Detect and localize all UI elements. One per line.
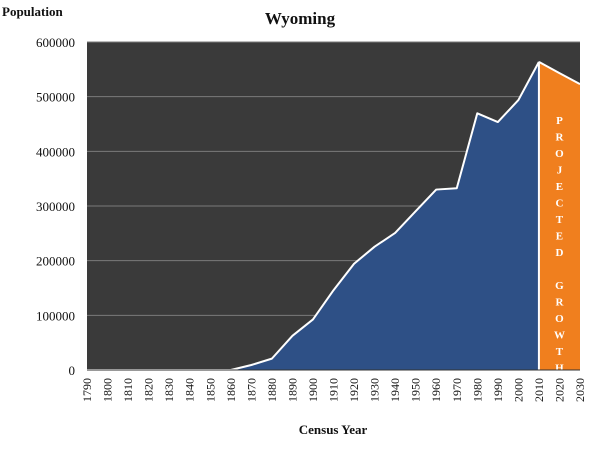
projection-annotation-letter: W (554, 330, 565, 342)
projection-annotation-letter: C (555, 198, 563, 210)
projection-annotation-letter: T (556, 346, 564, 358)
projection-annotation-letter: O (555, 313, 564, 325)
x-tick-label: 1940 (388, 378, 402, 402)
x-tick-label: 1850 (203, 378, 217, 402)
projection-annotation-letter: G (555, 280, 564, 292)
x-tick-label: 2030 (573, 378, 587, 402)
projected-line (538, 61, 581, 85)
y-tick-label: 100000 (36, 308, 75, 323)
historical-area (87, 61, 539, 370)
x-tick-label: 1930 (368, 378, 382, 402)
y-tick-label: 300000 (36, 199, 75, 214)
x-tick-label: 1920 (347, 378, 361, 402)
projection-annotation-letter: H (555, 363, 564, 375)
projection-annotation-letter: O (555, 148, 564, 160)
x-tick-label: 1810 (121, 378, 135, 402)
x-tick-label: 1960 (429, 378, 443, 402)
x-tick-label: 1990 (491, 378, 505, 402)
x-tick-label: 2010 (532, 378, 546, 402)
projection-annotation-letter: R (555, 132, 564, 144)
x-tick-label: 1970 (450, 378, 464, 402)
projection-annotation-letter: E (556, 231, 563, 243)
x-tick-label: 2000 (511, 378, 525, 402)
y-tick-label: 200000 (36, 254, 75, 269)
x-tick-label: 1860 (224, 378, 238, 402)
projection-annotation-letter: E (556, 181, 563, 193)
chart-title: Wyoming (265, 9, 336, 28)
x-tick-label: 1910 (327, 378, 341, 402)
projection-annotation-letter: D (555, 247, 563, 259)
y-tick-label: 400000 (36, 144, 75, 159)
x-tick-label: 1880 (265, 378, 279, 402)
projected-area (538, 61, 580, 370)
y-tick-label: 0 (69, 363, 76, 378)
projection-annotation-letter: P (556, 115, 563, 127)
x-tick-label: 1890 (285, 378, 299, 402)
x-tick-label: 1830 (162, 378, 176, 402)
y-tick-label: 500000 (36, 90, 75, 105)
x-tick-label: 1900 (306, 378, 320, 402)
x-tick-label: 2020 (552, 378, 566, 402)
x-tick-label: 1950 (409, 378, 423, 402)
projection-annotation-letter: R (555, 297, 564, 309)
x-axis-label: Census Year (299, 422, 368, 437)
y-axis-label: Population (2, 4, 63, 19)
x-tick-label: 1820 (142, 378, 156, 402)
x-tick-label: 1870 (244, 378, 258, 402)
projection-annotation-letter: J (557, 165, 563, 177)
x-tick-label: 1980 (470, 378, 484, 402)
y-tick-label: 600000 (36, 35, 75, 50)
x-tick-label: 1790 (80, 378, 94, 402)
projection-annotation-letter: T (556, 214, 564, 226)
x-tick-label: 1800 (101, 378, 115, 402)
x-tick-label: 1840 (183, 378, 197, 402)
